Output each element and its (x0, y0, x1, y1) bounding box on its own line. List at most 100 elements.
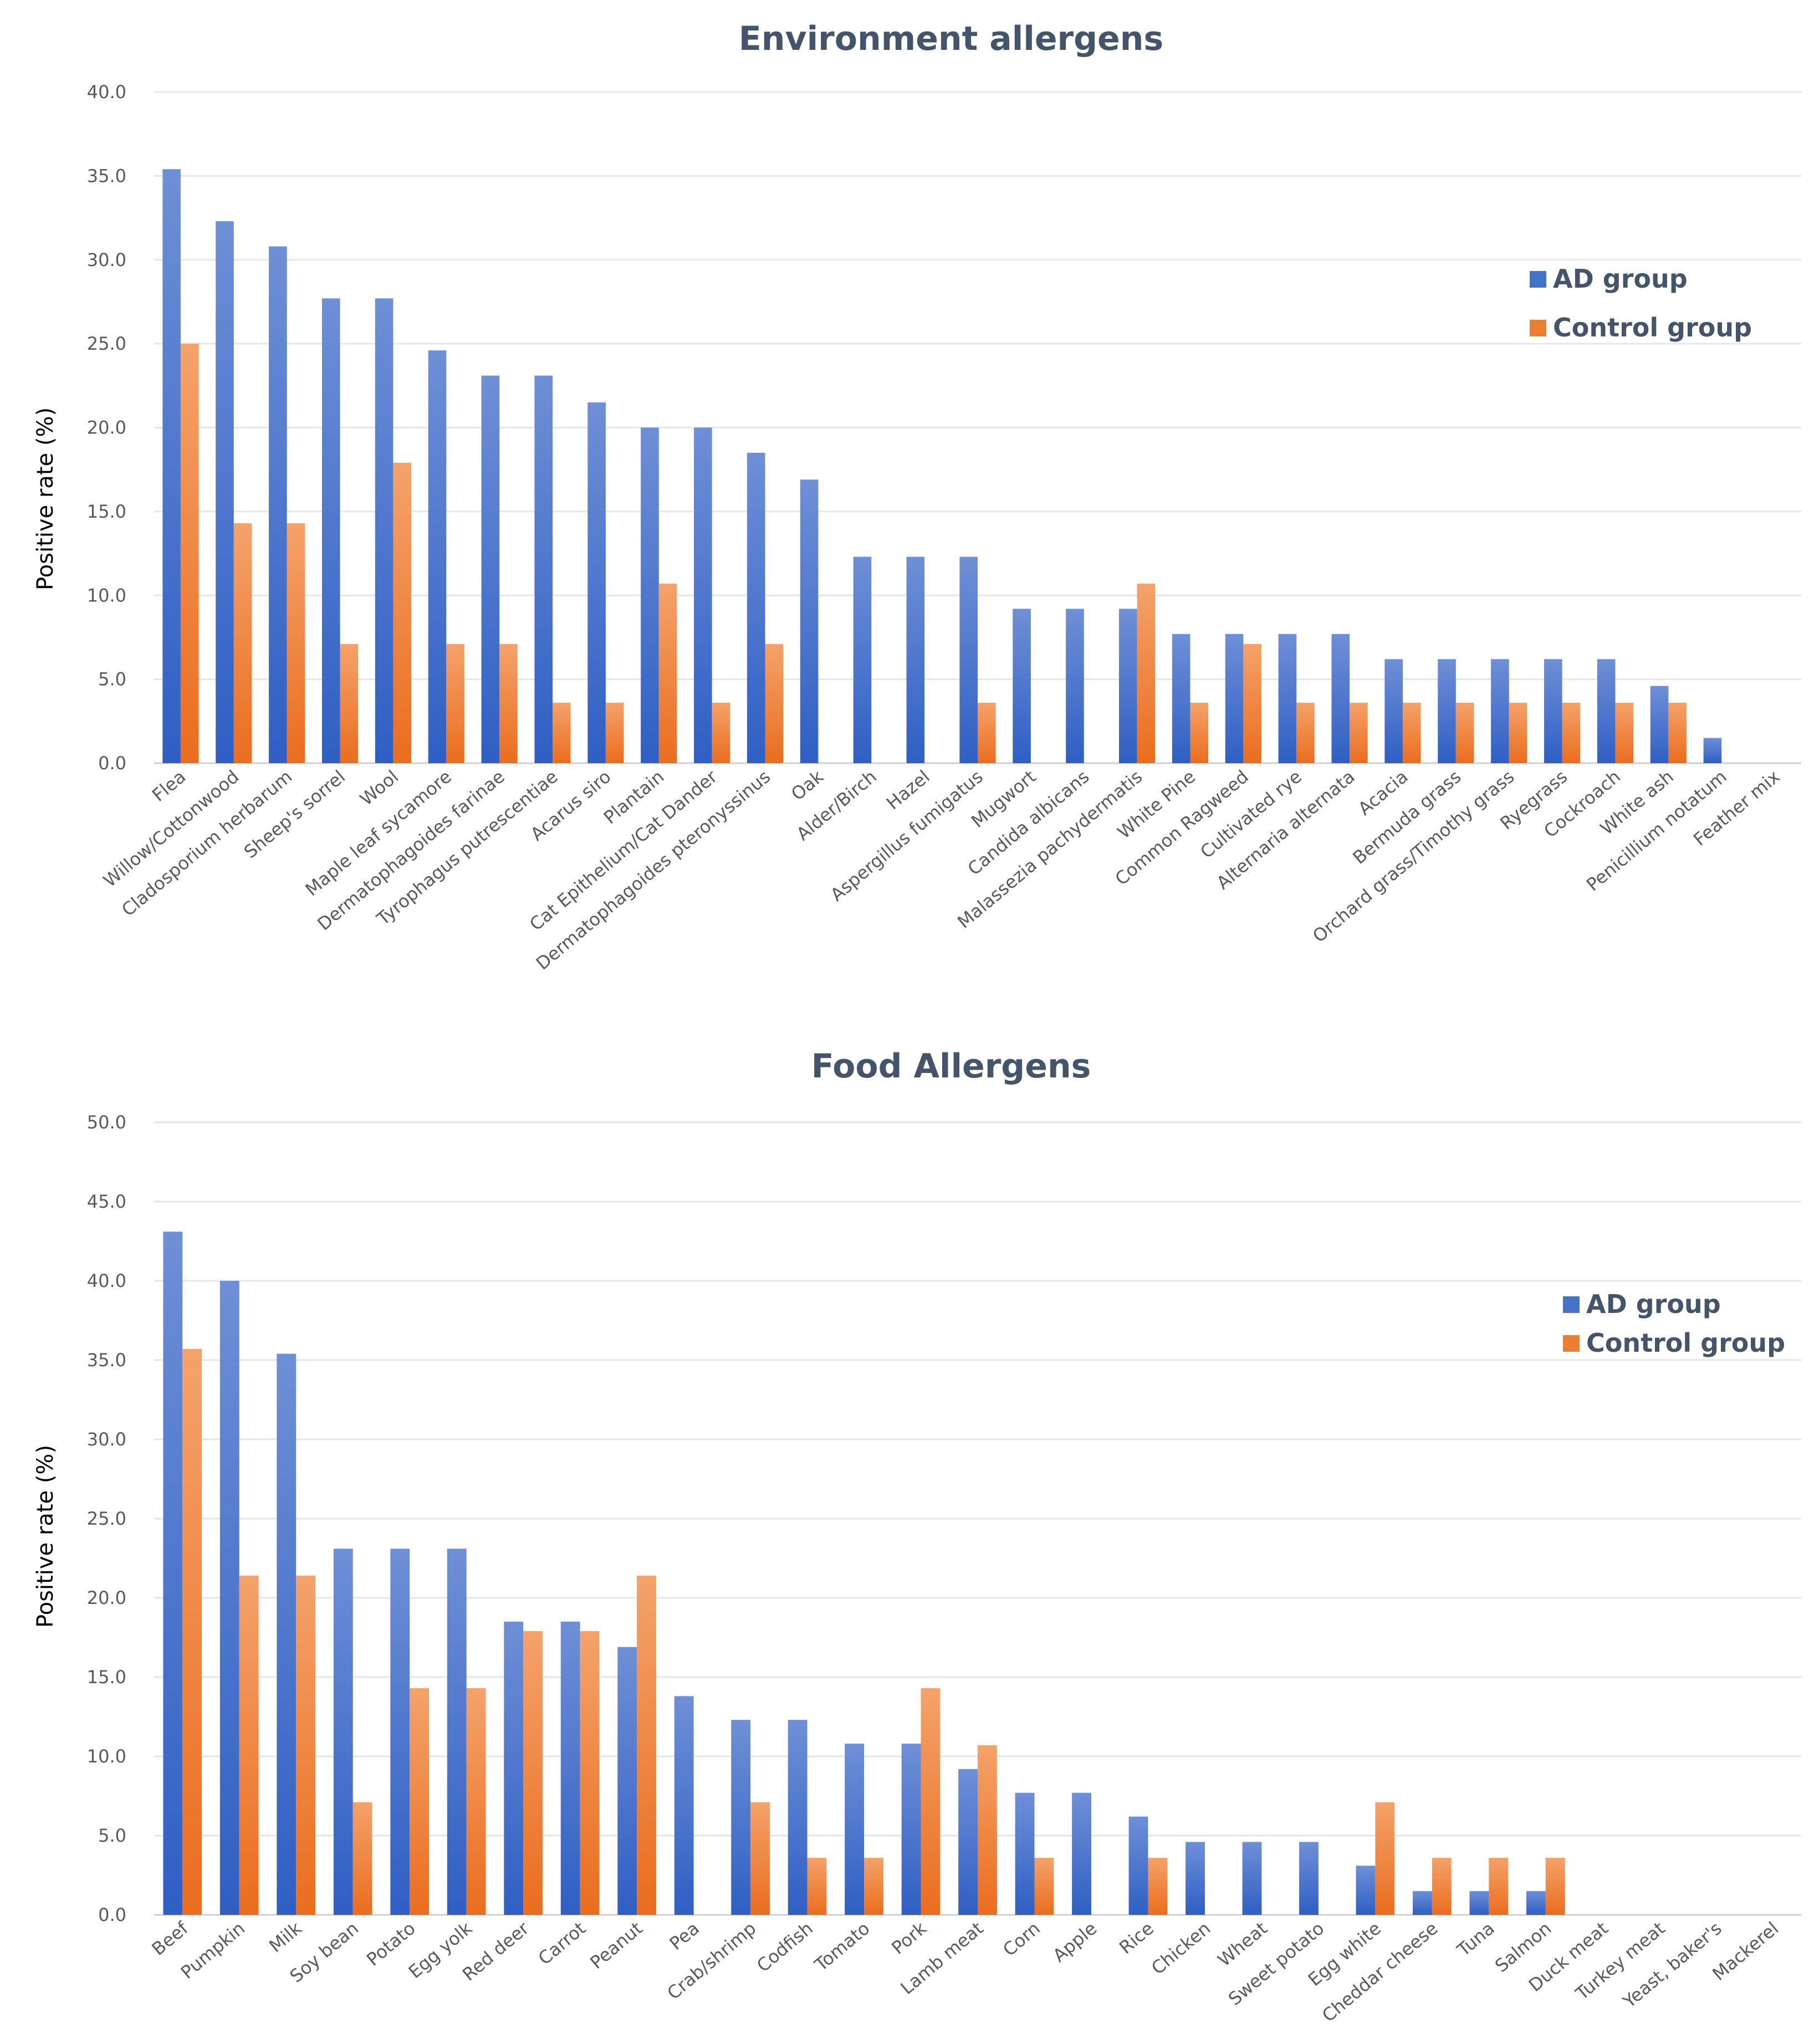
bar-control-group (921, 1688, 941, 1915)
bar-control-group (553, 703, 571, 763)
bar-ad-group (731, 1720, 751, 1915)
bar-control-group (978, 1745, 997, 1915)
bar-ad-group (560, 1621, 580, 1915)
bar-ad-group (1172, 633, 1190, 763)
bar-control-group (410, 1688, 430, 1915)
bar-ad-group (747, 452, 765, 763)
bar-ad-group (1225, 633, 1244, 763)
y-tick-labels: 0.0 5.0 10.0 15.0 20.0 25.0 30.0 35.0 40.0 45.0 50… (87, 1112, 126, 1925)
bar-control-group (1190, 703, 1209, 763)
bar-ad-group (1703, 738, 1722, 763)
bars (162, 169, 1722, 763)
y-tick-label: 30.0 (87, 249, 126, 270)
legend: AD group Control group (1563, 1289, 1785, 1358)
bar-control-group (352, 1802, 372, 1915)
legend-label-ad: AD group (1553, 264, 1688, 294)
bar-ad-group (788, 1720, 808, 1915)
bar-control-group (1545, 1858, 1565, 1915)
bar-control-group (978, 703, 996, 763)
legend-swatch-ad (1530, 271, 1546, 288)
y-tick-label: 30.0 (87, 1429, 126, 1450)
bar-control-group (1137, 584, 1156, 763)
bar-ad-group (617, 1647, 637, 1915)
bar-ad-group (390, 1549, 410, 1915)
bar-ad-group (269, 246, 287, 763)
bar-ad-group (333, 1549, 353, 1915)
bar-control-group (466, 1688, 486, 1915)
y-tick-label: 20.0 (87, 417, 126, 438)
bar-control-group (1668, 703, 1687, 763)
y-tick-labels: 0.0 5.0 10.0 15.0 20.0 25.0 30.0 35.0 40.0 (87, 81, 126, 774)
x-tick-label: Pea (666, 1918, 703, 1954)
bar-control-group (499, 644, 518, 763)
bar-ad-group (321, 298, 340, 763)
bar-control-group (1402, 703, 1421, 763)
x-tick-label: Codfish (753, 1918, 817, 1976)
y-tick-label: 10.0 (87, 1746, 126, 1767)
x-tick-label: Rice (1115, 1918, 1158, 1958)
bar-control-group (1296, 703, 1315, 763)
x-tick-label: Yeast, baker's (1618, 1918, 1726, 2012)
bar-control-group (1350, 703, 1368, 763)
legend-label-control: Control group (1553, 313, 1752, 343)
bar-ad-group (534, 375, 553, 763)
bar-ad-group (1278, 633, 1297, 763)
bar-ad-group (162, 169, 181, 763)
bar-ad-group (1186, 1842, 1205, 1915)
bar-control-group (523, 1631, 543, 1915)
chart-title: Food Allergens (811, 1047, 1091, 1086)
bar-ad-group (216, 221, 234, 763)
x-tick-label: Pork (887, 1918, 931, 1959)
bar-ad-group (674, 1696, 694, 1915)
y-tick-label: 5.0 (98, 669, 126, 690)
x-tick-label: Corn (999, 1918, 1044, 1960)
bar-ad-group (906, 556, 925, 763)
bar-ad-group (447, 1549, 467, 1915)
bar-ad-group (1015, 1792, 1035, 1915)
y-tick-label: 0.0 (98, 1904, 126, 1925)
bar-ad-group (1299, 1842, 1319, 1915)
y-tick-label: 15.0 (87, 1667, 126, 1688)
x-tick-label: Tuna (1453, 1918, 1499, 1961)
bar-control-group (1455, 703, 1474, 763)
x-tick-label: Peanut (586, 1918, 646, 1973)
bar-control-group (180, 344, 199, 763)
bars (163, 1231, 1565, 1915)
y-tick-label: 40.0 (87, 1270, 126, 1291)
x-tick-label: Milk (265, 1918, 306, 1956)
bar-control-group (182, 1348, 202, 1915)
bar-ad-group (1413, 1891, 1432, 1915)
bar-control-group (658, 584, 677, 763)
bar-control-group (1148, 1858, 1168, 1915)
bar-control-group (1562, 703, 1581, 763)
bar-ad-group (901, 1744, 921, 1915)
y-tick-label: 15.0 (87, 501, 126, 522)
bar-ad-group (641, 427, 659, 763)
bar-control-group (239, 1575, 259, 1915)
bar-ad-group (1066, 609, 1084, 763)
legend-swatch-control (1563, 1335, 1580, 1352)
bar-control-group (637, 1575, 656, 1915)
y-axis-label: Positive rate (%) (33, 1445, 58, 1628)
y-tick-label: 25.0 (87, 333, 126, 354)
bar-ad-group (1597, 659, 1616, 763)
bar-control-group (580, 1631, 600, 1915)
y-axis-label: Positive rate (%) (33, 407, 58, 590)
bar-control-group (765, 644, 784, 763)
legend-label-ad: AD group (1586, 1289, 1721, 1319)
bar-ad-group (958, 1769, 978, 1915)
bar-ad-group (1469, 1891, 1489, 1915)
bar-ad-group (375, 298, 394, 763)
legend-label-control: Control group (1586, 1328, 1785, 1358)
bar-control-group (605, 703, 624, 763)
bar-control-group (1375, 1802, 1395, 1915)
bar-control-group (287, 523, 305, 763)
bar-control-group (340, 644, 359, 763)
y-tick-label: 5.0 (98, 1825, 126, 1846)
y-tick-label: 45.0 (87, 1191, 126, 1212)
bar-control-group (1034, 1858, 1054, 1915)
bar-ad-group (1356, 1866, 1376, 1915)
x-tick-label: Pumpkin (177, 1918, 249, 1983)
y-tick-label: 20.0 (87, 1587, 126, 1608)
